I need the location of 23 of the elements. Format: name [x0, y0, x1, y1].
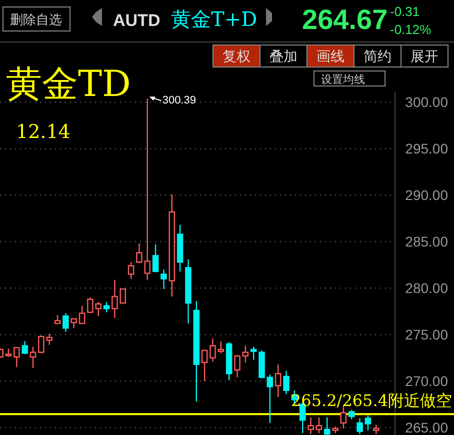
text: 黄金T+D: [171, 7, 258, 31]
text: 删除自选: [10, 12, 62, 27]
y-tick-label: 275.00: [405, 326, 448, 343]
text: 简约: [364, 48, 392, 64]
text: 展开: [410, 48, 438, 64]
text: 设置均线: [321, 73, 365, 86]
y-tick-label: 270.00: [405, 373, 448, 390]
annotation: 300.39: [162, 94, 196, 107]
text: 复权: [222, 48, 250, 64]
y-tick-label: 290.00: [405, 187, 448, 204]
text: 画线: [316, 48, 344, 64]
y-tick-label: 280.00: [405, 280, 448, 296]
text: -0.12%: [390, 22, 432, 37]
y-tick-label: 285.00: [405, 234, 448, 250]
text: AUTD: [113, 11, 160, 30]
text: -0.31: [390, 4, 420, 19]
y-tick-label: 265.00: [405, 420, 448, 435]
text: 264.67: [302, 4, 388, 35]
y-tick-label: 295.00: [405, 140, 448, 157]
chart-title: 黄金TD: [6, 64, 131, 105]
text: 12.14: [16, 121, 70, 143]
y-tick-label: 300.00: [405, 94, 448, 110]
text: 叠加: [270, 48, 298, 64]
